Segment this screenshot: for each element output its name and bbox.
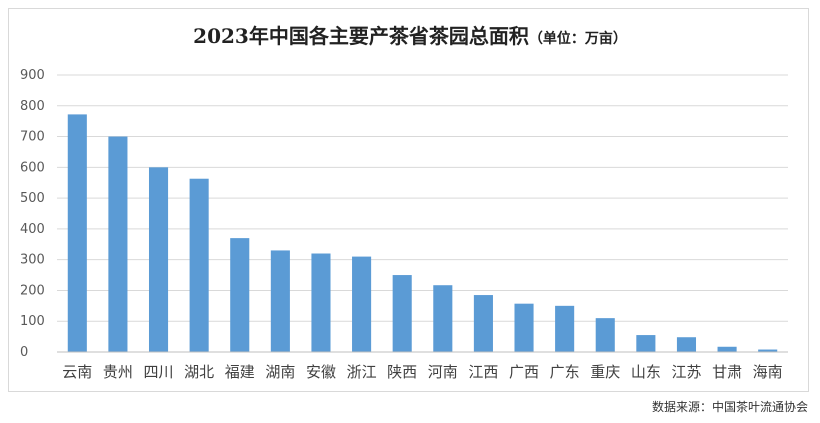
x-category-label: 河南: [428, 363, 458, 381]
bar-12: [514, 303, 534, 352]
bar-7: [311, 253, 331, 352]
x-category-label: 陕西: [387, 363, 417, 381]
bar-2: [108, 136, 128, 352]
source-note: 数据来源：中国茶叶流通协会: [651, 400, 808, 414]
bar-3: [148, 167, 169, 352]
x-category-label: 贵州: [103, 363, 133, 381]
y-tick-label: 300: [20, 253, 45, 268]
x-category-label: 广西: [509, 363, 539, 381]
chart-title-unit: （单位：万亩）: [528, 31, 627, 47]
y-tick-label: 700: [20, 130, 45, 145]
x-category-label: 福建: [225, 363, 255, 381]
x-category-label: 安徽: [306, 363, 336, 381]
x-category-label: 海南: [753, 363, 783, 381]
bar-1: [67, 114, 87, 352]
x-category-label: 山东: [631, 363, 661, 381]
x-category-label: 甘肃: [712, 363, 742, 381]
y-tick-label: 900: [20, 68, 45, 83]
x-category-label: 江苏: [671, 363, 701, 381]
bar-4: [189, 178, 209, 352]
y-tick-label: 200: [20, 283, 45, 298]
bar-11: [473, 295, 493, 352]
bar-9: [392, 275, 412, 352]
bar-15: [636, 335, 656, 352]
bar-5: [230, 238, 250, 352]
y-tick-label: 100: [20, 314, 45, 329]
x-category-label: 重庆: [590, 363, 620, 381]
bar-18: [758, 349, 778, 352]
y-tick-label: 800: [20, 99, 45, 114]
bar-8: [352, 256, 372, 352]
bar-17: [717, 346, 737, 352]
chart-title-main: 2023年中国各主要产茶省茶园总面积: [193, 24, 529, 48]
bar-13: [555, 305, 575, 352]
x-category-label: 浙江: [347, 363, 377, 381]
x-category-label: 云南: [62, 363, 92, 381]
y-tick-label: 500: [20, 191, 45, 206]
y-tick-label: 0: [20, 345, 28, 360]
chart-title: 2023年中国各主要产茶省茶园总面积（单位：万亩）: [0, 20, 820, 49]
x-category-label: 广东: [550, 363, 580, 381]
bar-6: [270, 250, 290, 352]
x-category-label: 江西: [468, 363, 498, 381]
x-category-label: 湖南: [265, 363, 295, 381]
x-category-label: 湖北: [184, 363, 214, 381]
bar-16: [676, 337, 697, 352]
x-category-label: 四川: [144, 363, 174, 381]
bar-10: [433, 285, 453, 352]
y-tick-label: 600: [20, 160, 45, 175]
y-tick-label: 400: [20, 222, 45, 237]
bar-14: [595, 318, 615, 352]
